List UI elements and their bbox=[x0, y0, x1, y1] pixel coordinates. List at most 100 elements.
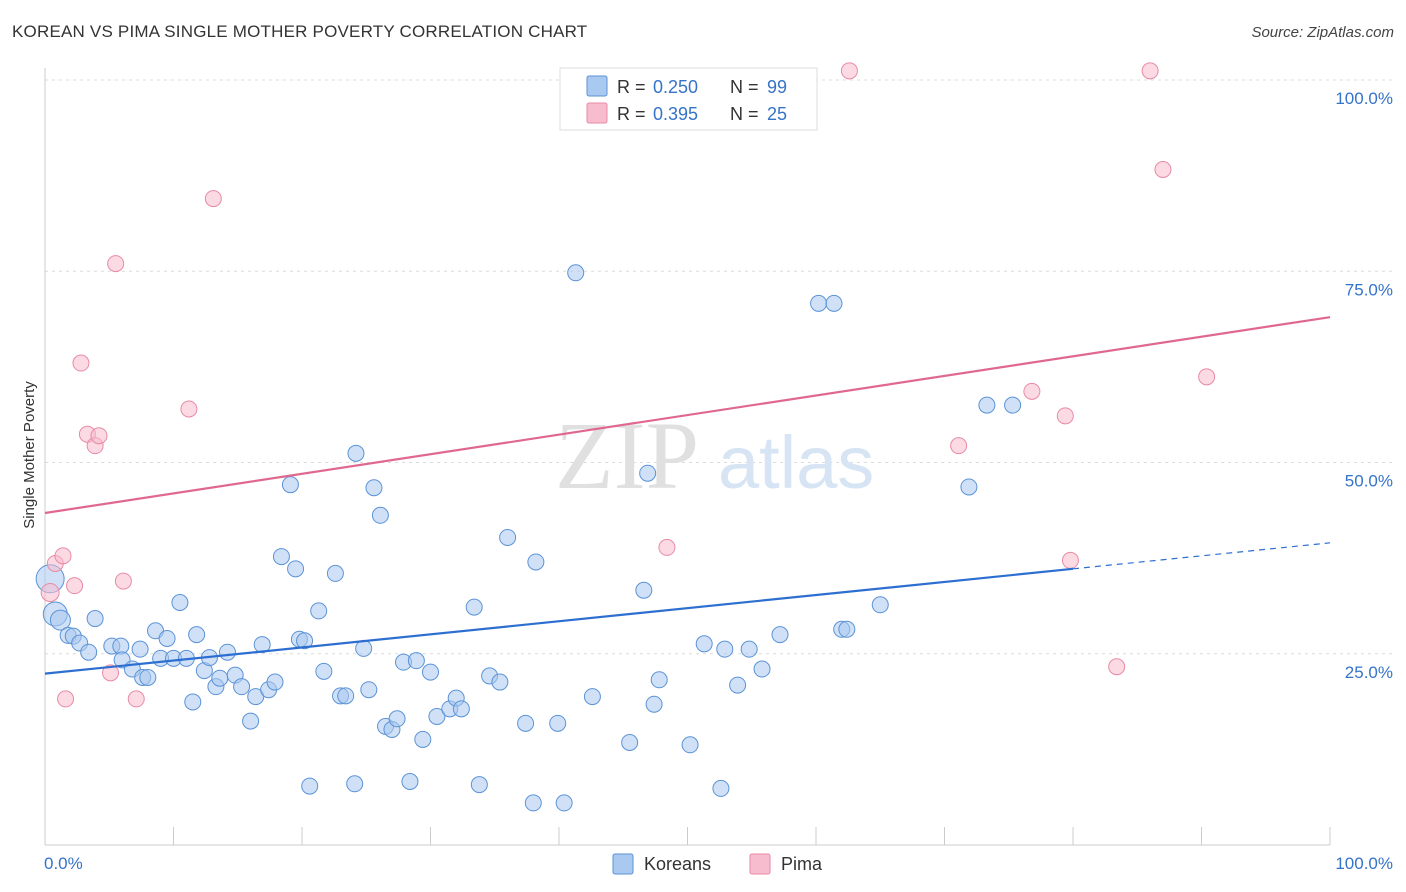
korean-point bbox=[49, 609, 71, 631]
y-tick-label: 25.0% bbox=[1345, 663, 1393, 682]
korean-point bbox=[296, 632, 314, 650]
legend-pima-n-value: 25 bbox=[767, 104, 787, 124]
legend-pima-r-label: R = bbox=[617, 104, 646, 124]
korean-point bbox=[414, 730, 432, 748]
series-legend: Koreans Pima bbox=[612, 853, 823, 875]
koreans-trend-extension bbox=[1072, 542, 1331, 570]
grid-lines bbox=[45, 79, 1395, 655]
correlation-legend: R = 0.250 N = 99 R = 0.395 N = 25 bbox=[559, 67, 818, 131]
trend-lines bbox=[44, 316, 1331, 675]
legend-pima-swatch bbox=[586, 102, 608, 124]
korean-point bbox=[712, 779, 730, 797]
pima-point bbox=[102, 664, 120, 682]
korean-point bbox=[645, 695, 663, 713]
korean-point bbox=[810, 294, 828, 312]
pima-point bbox=[72, 354, 90, 372]
korean-point bbox=[158, 629, 176, 647]
korean-point bbox=[517, 714, 535, 732]
y-tick-labels: 25.0% 50.0% 75.0% 100.0% bbox=[1335, 89, 1393, 682]
y-tick-label: 100.0% bbox=[1335, 89, 1393, 108]
pima-point bbox=[1141, 62, 1159, 80]
korean-point bbox=[465, 598, 483, 616]
korean-point bbox=[871, 596, 889, 614]
korean-point bbox=[422, 663, 439, 681]
korean-point bbox=[287, 560, 305, 578]
pima-point bbox=[1023, 382, 1041, 400]
bottom-legend-koreans-swatch bbox=[612, 853, 634, 875]
korean-point bbox=[583, 688, 601, 706]
pima-point bbox=[180, 400, 198, 418]
korean-point bbox=[729, 676, 747, 694]
korean-point bbox=[218, 643, 236, 661]
korean-point bbox=[753, 660, 771, 678]
korean-point bbox=[371, 506, 389, 524]
legend-pima-r-value: 0.395 bbox=[653, 104, 698, 124]
korean-point bbox=[491, 673, 509, 691]
korean-point bbox=[233, 678, 251, 696]
korean-point bbox=[621, 733, 639, 751]
korean-point bbox=[428, 707, 446, 725]
legend-koreans-r-value: 0.250 bbox=[653, 77, 698, 97]
korean-point bbox=[452, 700, 470, 718]
pima-point bbox=[127, 690, 145, 708]
legend-koreans-swatch bbox=[586, 75, 608, 97]
pima-point bbox=[1198, 368, 1216, 386]
korean-point bbox=[635, 581, 653, 599]
pima-point bbox=[1154, 161, 1172, 179]
legend-pima-n-label: N = bbox=[730, 104, 759, 124]
korean-point bbox=[326, 564, 344, 582]
korean-point bbox=[401, 773, 419, 791]
bottom-legend-pima-swatch bbox=[749, 853, 771, 875]
korean-point bbox=[315, 662, 333, 680]
korean-point bbox=[310, 602, 328, 620]
korean-point bbox=[139, 668, 157, 686]
korean-point bbox=[650, 671, 668, 689]
korean-point bbox=[388, 710, 406, 728]
x-tick-label-max: 100.0% bbox=[1335, 854, 1393, 873]
pima-point bbox=[66, 577, 84, 595]
korean-point bbox=[365, 479, 383, 497]
legend-koreans-n-label: N = bbox=[730, 77, 759, 97]
bottom-legend-koreans-label: Koreans bbox=[644, 854, 711, 874]
legend-koreans-r-label: R = bbox=[617, 77, 646, 97]
pima-trend-line bbox=[44, 316, 1331, 515]
korean-point bbox=[171, 593, 189, 611]
bottom-legend-pima-label: Pima bbox=[781, 854, 823, 874]
korean-point bbox=[695, 635, 713, 653]
x-tick-label-min: 0.0% bbox=[44, 854, 83, 873]
korean-point bbox=[960, 478, 978, 496]
koreans-trend-line bbox=[44, 567, 1074, 675]
korean-point bbox=[131, 640, 149, 658]
korean-point bbox=[407, 652, 425, 670]
pima-point bbox=[57, 690, 75, 708]
chart-title: KOREAN VS PIMA SINGLE MOTHER POVERTY COR… bbox=[12, 22, 588, 41]
korean-point bbox=[188, 626, 206, 644]
legend-koreans-n-value: 99 bbox=[767, 77, 787, 97]
korean-point bbox=[978, 396, 996, 414]
korean-point bbox=[499, 528, 517, 546]
watermark-zip: ZIP bbox=[555, 402, 699, 509]
pima-points bbox=[40, 62, 1216, 708]
pima-point bbox=[54, 547, 72, 565]
korean-point bbox=[360, 681, 378, 699]
korean-point bbox=[567, 264, 585, 282]
pima-point bbox=[658, 538, 676, 556]
koreans-points bbox=[35, 264, 1022, 812]
pima-point bbox=[40, 583, 60, 603]
pima-point bbox=[1056, 407, 1074, 425]
korean-point bbox=[681, 736, 699, 754]
korean-point bbox=[346, 775, 364, 793]
korean-point bbox=[549, 714, 567, 732]
korean-point bbox=[266, 673, 284, 691]
korean-point bbox=[771, 626, 789, 644]
korean-point bbox=[825, 294, 843, 312]
pima-point bbox=[90, 427, 108, 445]
korean-point bbox=[211, 669, 229, 687]
pima-point bbox=[114, 572, 132, 590]
korean-point bbox=[527, 553, 545, 571]
y-axis-label: Single Mother Poverty bbox=[21, 381, 38, 529]
korean-point bbox=[347, 444, 365, 462]
korean-point bbox=[740, 640, 758, 658]
pima-point bbox=[950, 437, 968, 455]
